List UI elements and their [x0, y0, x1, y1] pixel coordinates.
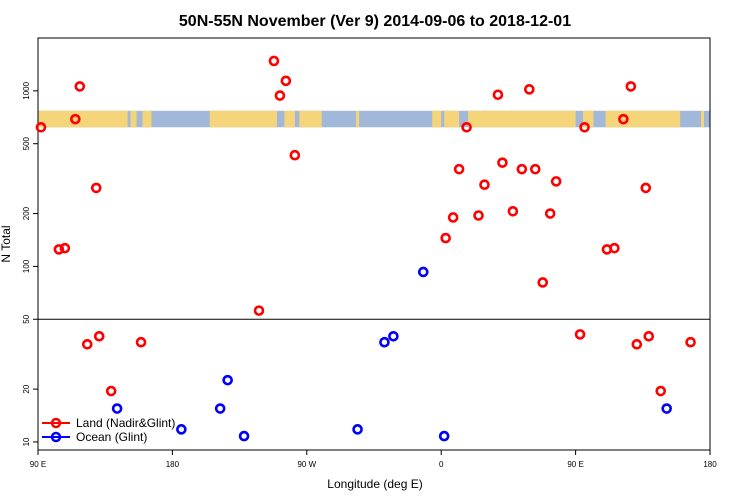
land-point [544, 208, 556, 219]
legend-ocean-marker [50, 431, 62, 443]
land-segment [209, 110, 277, 128]
land-point [655, 385, 667, 397]
x-tick-label: 180 [703, 460, 717, 469]
land-segment [38, 110, 128, 128]
land-point [529, 163, 541, 175]
land-point [640, 182, 652, 194]
land-point [440, 232, 451, 244]
land-segment [583, 110, 594, 128]
ocean-point [238, 430, 250, 442]
legend: Land (Nadir&Glint) Ocean (Glint) [42, 416, 175, 444]
land-point [81, 339, 93, 350]
land-point [618, 113, 629, 125]
land-segment [299, 110, 322, 128]
land-point [268, 55, 280, 67]
legend-ocean-label: Ocean (Glint) [76, 430, 147, 444]
land-point [507, 206, 519, 217]
land-point [253, 305, 265, 316]
land-point [447, 212, 459, 223]
land-point [643, 330, 655, 342]
land-point [550, 176, 562, 187]
ocean-point [111, 403, 123, 414]
ocean-point [388, 330, 399, 342]
ocean-point [379, 336, 390, 348]
land-point [631, 339, 643, 350]
ocean-point [438, 430, 450, 442]
land-point [453, 163, 465, 175]
land-point [609, 242, 620, 254]
land-point [90, 182, 102, 194]
land-point [274, 90, 286, 101]
land-point [59, 242, 71, 254]
land-point [537, 277, 549, 288]
land-point [105, 385, 117, 397]
land-segment [701, 110, 705, 128]
land-point [53, 244, 65, 255]
y-tick-label: 10 [22, 437, 31, 446]
land-point [93, 330, 105, 342]
x-tick-label: 180 [166, 460, 180, 469]
x-axis-ticks: 90 E 180 90 W 0 90 E 180 [30, 450, 717, 469]
land-segment [284, 110, 295, 128]
land-point [625, 81, 637, 92]
chart-title: 50N-55N November (Ver 9) 2014-09-06 to 2… [179, 13, 571, 30]
land-point [574, 329, 586, 340]
y-tick-label: 200 [22, 206, 31, 220]
x-tick-label: 90 E [30, 460, 46, 469]
ocean-point [417, 266, 429, 278]
land-point [74, 81, 86, 92]
y-axis-label: N Total [0, 225, 13, 262]
y-tick-label: 20 [22, 384, 31, 393]
ocean-point [176, 424, 187, 435]
land-point [135, 336, 147, 348]
land-point [70, 113, 81, 125]
y-tick-label: 50 [22, 314, 31, 323]
land-point [516, 163, 528, 175]
land-point [35, 121, 47, 133]
land-point [685, 336, 696, 348]
land-point [461, 121, 472, 133]
y-axis-ticks: 10 20 50 100 200 500 1000 [22, 81, 38, 446]
land-point [497, 157, 508, 168]
land-point [473, 210, 484, 221]
land-segment [444, 110, 460, 128]
x-tick-label: 0 [439, 460, 444, 469]
land-segment [605, 110, 681, 128]
ocean-point [222, 374, 233, 386]
land-mask-band [38, 110, 710, 128]
land-segment [468, 110, 576, 128]
y-tick-label: 1000 [22, 81, 31, 99]
land-point [492, 89, 504, 101]
ocean-point [214, 403, 226, 414]
land-point [579, 121, 590, 133]
land-point [479, 179, 490, 191]
data-points [35, 55, 696, 442]
land-segment [130, 110, 137, 128]
plot-frame [37, 37, 711, 451]
legend-land-marker [50, 417, 62, 429]
land-segment [142, 110, 152, 128]
land-point [524, 84, 535, 95]
y-tick-label: 500 [22, 136, 31, 150]
land-point [280, 75, 292, 87]
legend-land-label: Land (Nadir&Glint) [76, 416, 175, 430]
ocean-point [352, 424, 363, 435]
ocean-point [661, 403, 672, 414]
y-tick-label: 100 [22, 259, 31, 273]
land-segment [432, 110, 442, 128]
x-tick-label: 90 W [297, 460, 316, 469]
x-tick-label: 90 E [567, 460, 583, 469]
x-axis-label: Longitude (deg E) [327, 477, 422, 491]
land-segment [356, 110, 360, 128]
land-point [289, 149, 301, 161]
